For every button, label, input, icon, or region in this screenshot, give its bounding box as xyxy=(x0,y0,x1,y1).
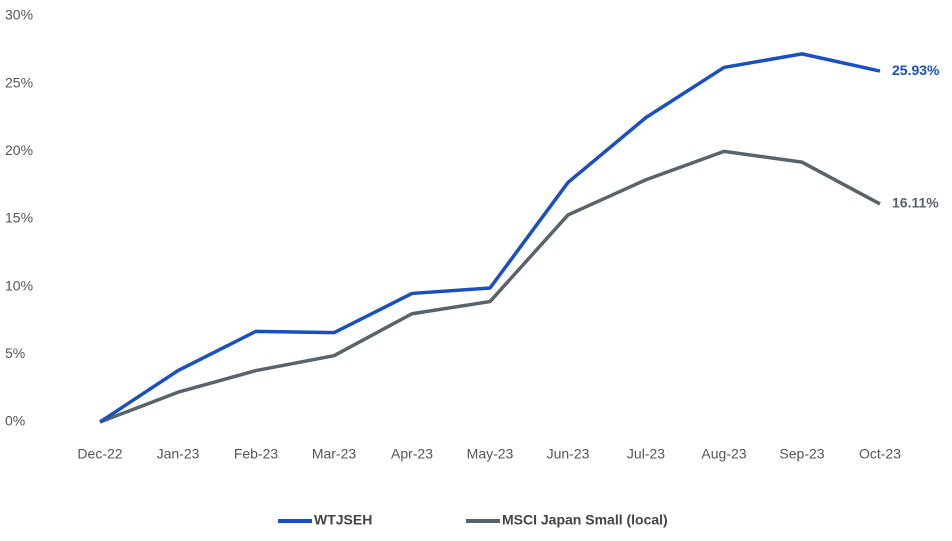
x-tick-label: Feb-23 xyxy=(234,446,279,462)
series-line xyxy=(99,149,881,424)
x-tick-label: Mar-23 xyxy=(312,446,357,462)
x-tick-label: May-23 xyxy=(467,446,514,462)
y-tick-label: 20% xyxy=(5,142,33,158)
x-tick-label: Aug-23 xyxy=(701,446,746,462)
y-tick-label: 15% xyxy=(5,210,33,226)
data-label: 25.93% xyxy=(892,62,940,78)
x-tick-label: Jul-23 xyxy=(627,446,665,462)
y-tick-label: 5% xyxy=(5,345,25,361)
series-line xyxy=(99,52,881,424)
y-tick-label: 25% xyxy=(5,74,33,90)
x-tick-label: Oct-23 xyxy=(859,446,901,462)
x-tick-label: Jun-23 xyxy=(547,446,590,462)
y-tick-label: 10% xyxy=(5,277,33,293)
legend-label: WTJSEH xyxy=(314,512,372,528)
y-tick-label: 30% xyxy=(5,7,33,23)
x-tick-label: Jan-23 xyxy=(157,446,200,462)
x-tick-label: Sep-23 xyxy=(779,446,824,462)
x-tick-label: Dec-22 xyxy=(77,446,122,462)
legend-label: MSCI Japan Small (local) xyxy=(502,512,668,528)
y-tick-label: 0% xyxy=(5,413,25,429)
data-label: 16.11% xyxy=(892,195,939,211)
x-tick-label: Apr-23 xyxy=(391,446,433,462)
